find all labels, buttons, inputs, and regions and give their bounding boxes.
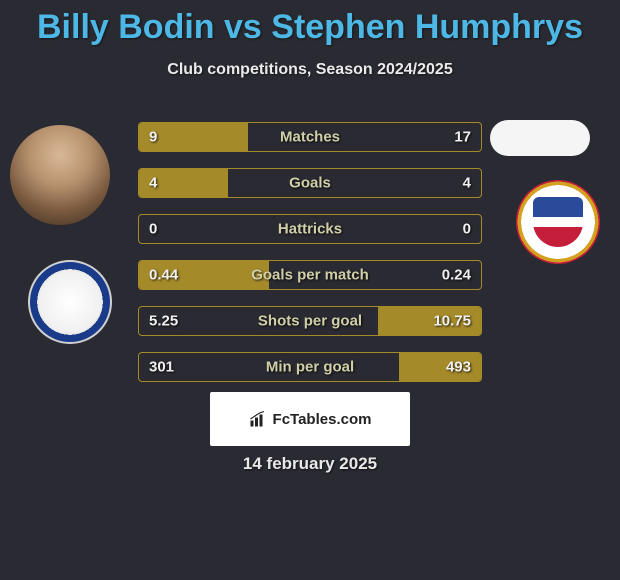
value-left: 0 (149, 221, 157, 238)
value-right: 0 (463, 221, 471, 238)
value-left: 0.44 (149, 267, 178, 284)
chart-icon (249, 410, 267, 428)
page-title: Billy Bodin vs Stephen Humphrys (0, 0, 620, 47)
stat-label: Shots per goal (258, 313, 362, 330)
stat-row: 0.44 0.24 Goals per match (138, 260, 482, 290)
attribution-text: FcTables.com (273, 411, 372, 428)
date-text: 14 february 2025 (243, 454, 377, 474)
club-right-crest-inner (533, 197, 583, 247)
subtitle: Club competitions, Season 2024/2025 (0, 61, 620, 79)
value-right: 4 (463, 175, 471, 192)
value-left: 301 (149, 359, 174, 376)
stat-label: Matches (280, 129, 340, 146)
club-right-crest (516, 180, 600, 264)
stats-container: 9 17 Matches 4 4 Goals 0 0 Hattricks 0.44 0.24 Goal… (138, 122, 482, 398)
player-right-avatar (490, 120, 590, 156)
stat-row: 9 17 Matches (138, 122, 482, 152)
value-left: 9 (149, 129, 157, 146)
value-left: 4 (149, 175, 157, 192)
value-left: 5.25 (149, 313, 178, 330)
stat-label: Min per goal (266, 359, 354, 376)
value-right: 493 (446, 359, 471, 376)
attribution-badge: FcTables.com (210, 392, 410, 446)
stat-row: 4 4 Goals (138, 168, 482, 198)
value-right: 10.75 (433, 313, 471, 330)
stat-row: 0 0 Hattricks (138, 214, 482, 244)
stat-label: Goals per match (251, 267, 369, 284)
stat-label: Goals (289, 175, 331, 192)
value-right: 17 (454, 129, 471, 146)
stat-row: 301 493 Min per goal (138, 352, 482, 382)
value-right: 0.24 (442, 267, 471, 284)
player-left-avatar (10, 125, 110, 225)
stat-row: 5.25 10.75 Shots per goal (138, 306, 482, 336)
club-left-crest (28, 260, 112, 344)
stat-label: Hattricks (278, 221, 342, 238)
